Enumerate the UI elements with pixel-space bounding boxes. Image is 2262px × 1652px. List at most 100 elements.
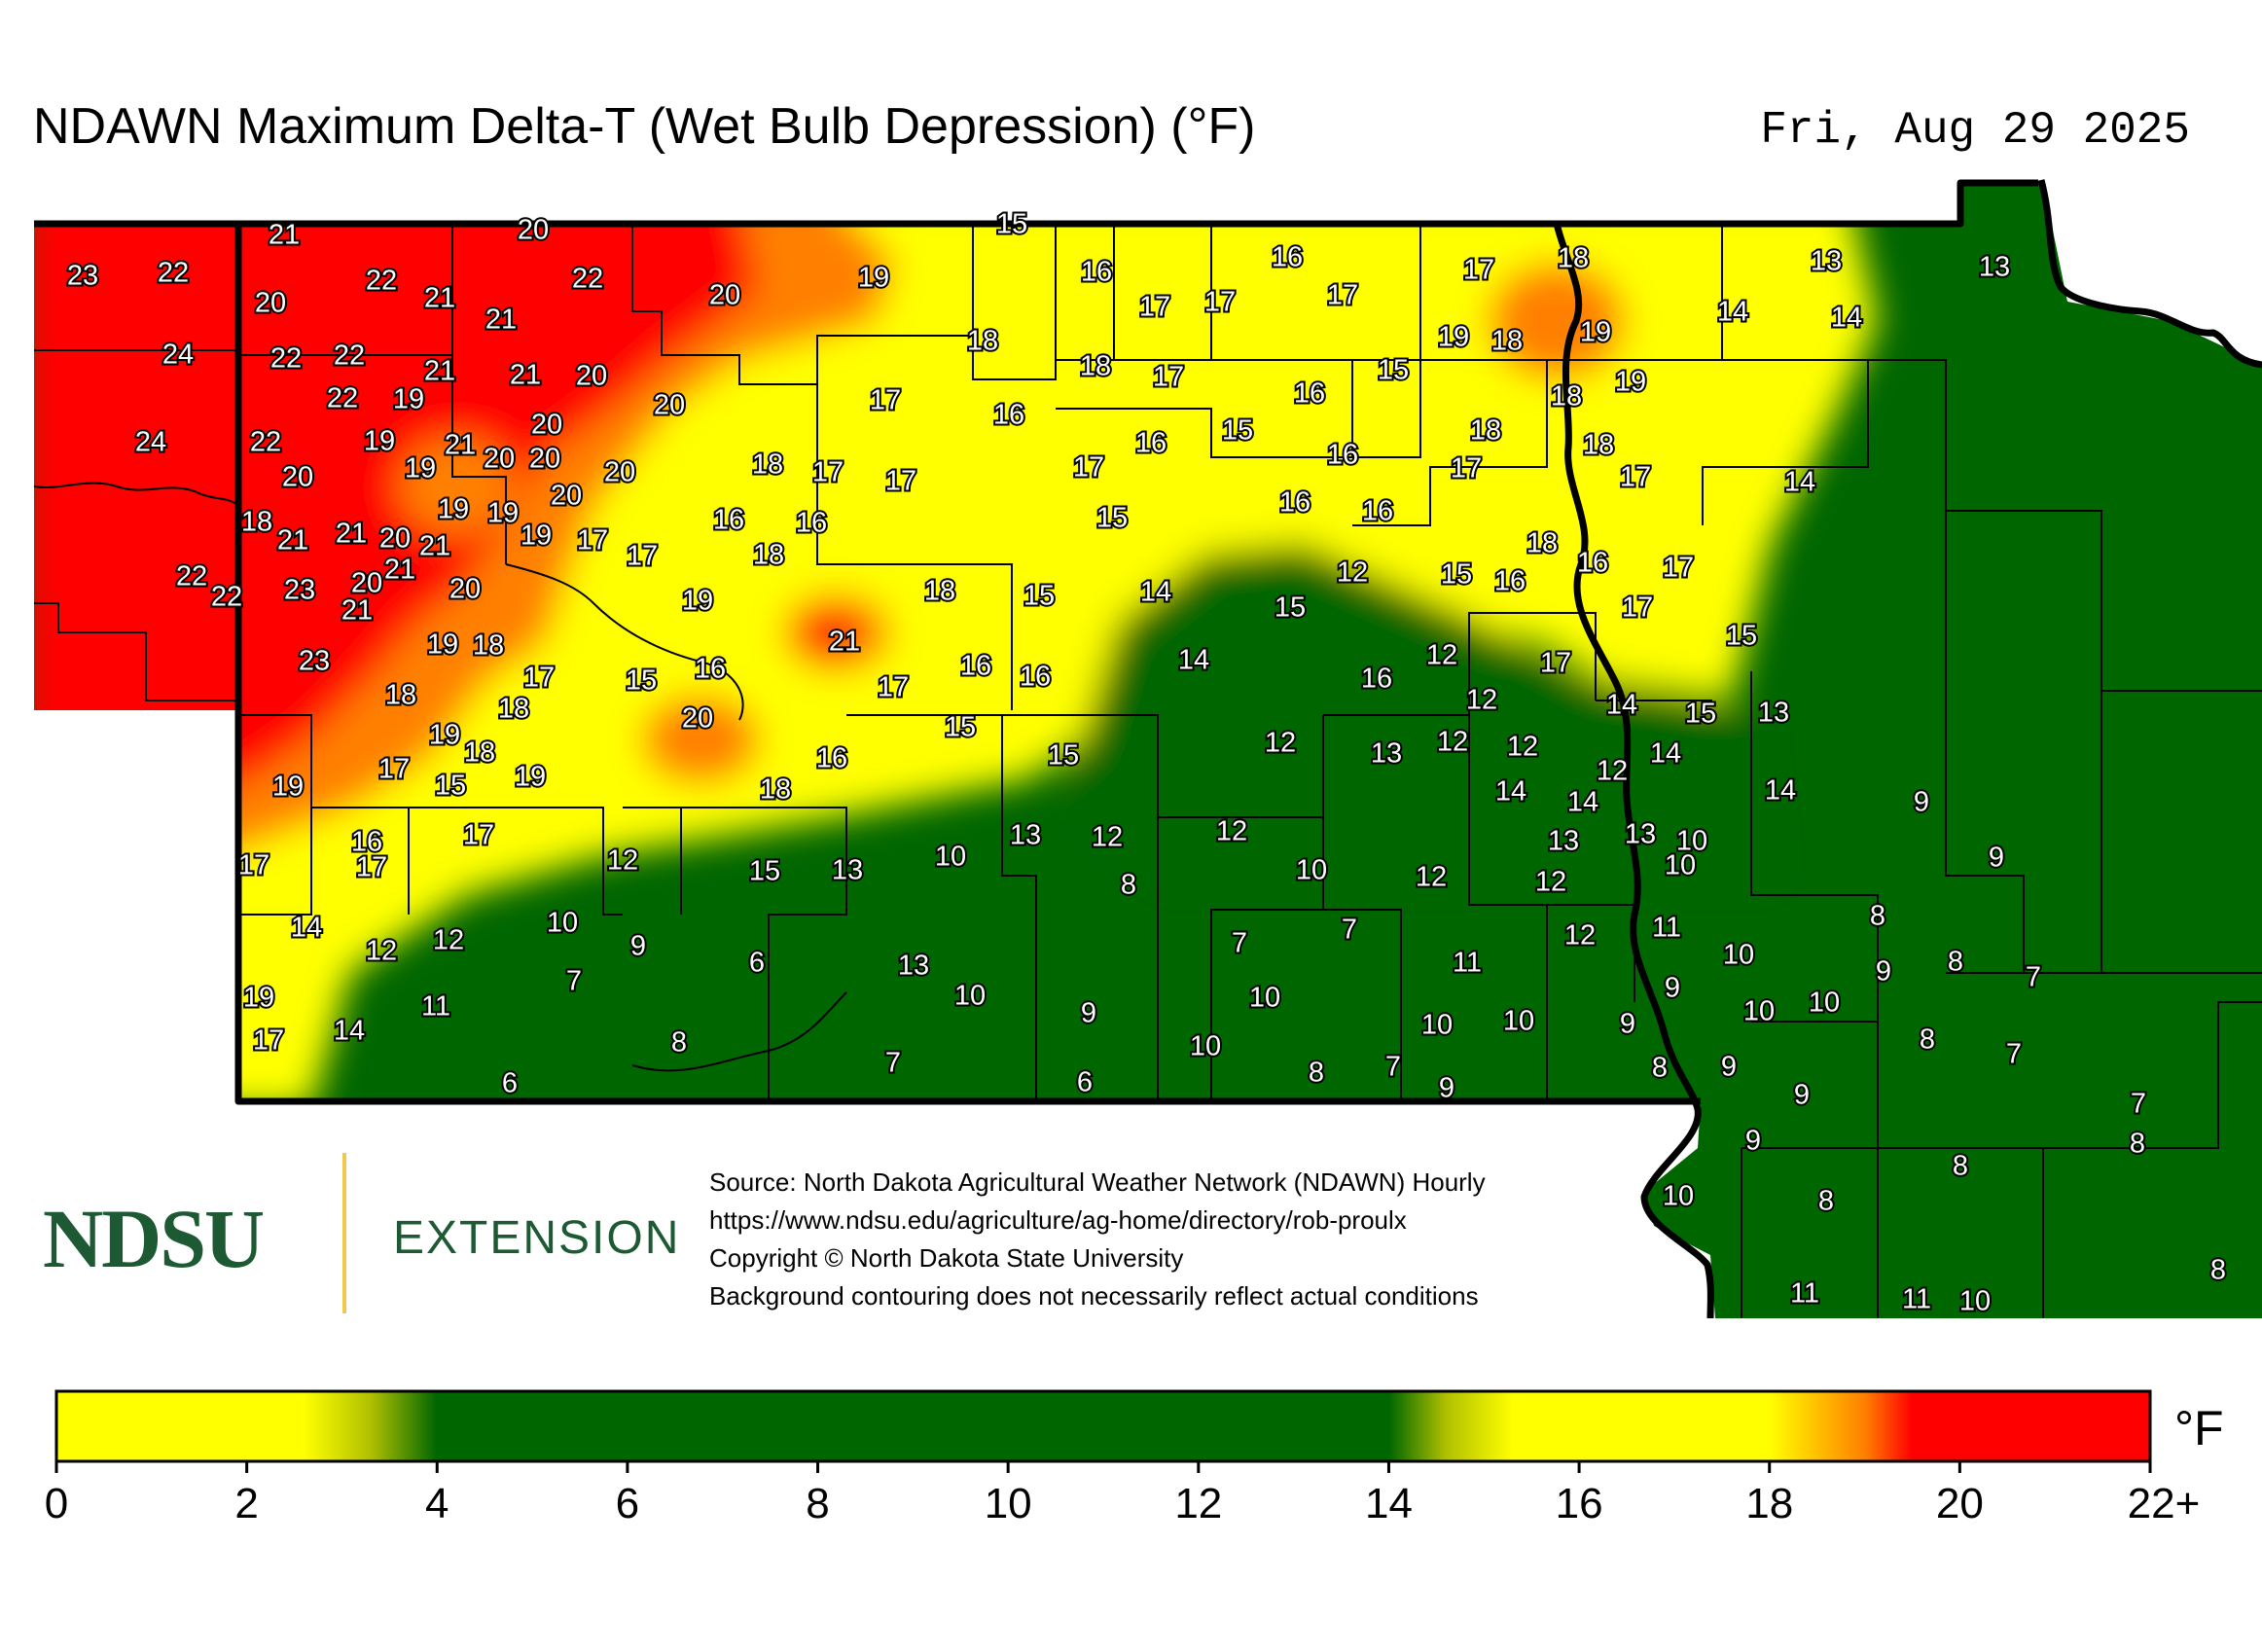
- station-value: 19: [521, 521, 552, 552]
- station-value: 8: [1870, 901, 1885, 932]
- station-value: 18: [967, 326, 998, 357]
- station-value: 12: [1437, 727, 1468, 758]
- station-value: 12: [1466, 685, 1497, 716]
- station-value: 21: [829, 627, 860, 658]
- station-value: 15: [1726, 621, 1757, 652]
- station-value: 9: [1721, 1052, 1737, 1083]
- legend-tick-label: 4: [425, 1480, 449, 1527]
- station-value: 10: [1665, 850, 1696, 881]
- logo-brand: NDSU: [43, 1192, 265, 1285]
- station-value: 18: [1491, 326, 1523, 357]
- station-value: 10: [1421, 1010, 1453, 1041]
- station-value: 9: [1876, 956, 1891, 988]
- station-value: 15: [945, 712, 976, 743]
- station-value: 7: [566, 966, 582, 997]
- station-value: 15: [1685, 699, 1716, 730]
- station-value: 21: [277, 525, 308, 557]
- station-value: 16: [1494, 566, 1526, 597]
- station-value: 14: [334, 1016, 365, 1047]
- info-line-url: https://www.ndsu.edu/agriculture/ag-home…: [709, 1205, 1407, 1235]
- red-river-line: [1553, 223, 1714, 1319]
- station-value: 9: [1794, 1080, 1810, 1111]
- station-value: 15: [749, 856, 780, 887]
- station-value: 21: [384, 555, 415, 586]
- station-value: 19: [243, 983, 274, 1014]
- station-value: 23: [67, 261, 98, 292]
- station-value: 8: [1309, 1058, 1324, 1089]
- station-value: 18: [1526, 528, 1558, 559]
- station-value: 20: [518, 215, 549, 246]
- station-value: 15: [1222, 415, 1253, 447]
- station-value: 14: [1606, 690, 1637, 721]
- station-value: 12: [1416, 862, 1447, 893]
- station-value: 22: [211, 582, 242, 613]
- station-value: 20: [531, 410, 562, 441]
- station-value: 7: [2131, 1089, 2146, 1120]
- station-value: 20: [255, 288, 286, 319]
- station-value: 7: [1342, 915, 1357, 946]
- station-value: 15: [1096, 503, 1128, 534]
- legend-tick-label: 20: [1936, 1480, 1984, 1527]
- station-value: 10: [954, 981, 986, 1012]
- station-value: 13: [1625, 819, 1656, 850]
- contour-background: [34, 183, 2262, 1318]
- station-value: 11: [421, 991, 450, 1023]
- station-value: 13: [832, 855, 863, 886]
- station-value: 16: [1020, 662, 1051, 693]
- station-value: 18: [1470, 415, 1501, 447]
- station-value: 10: [1249, 983, 1280, 1014]
- station-value: 23: [284, 575, 315, 606]
- station-value: 14: [1765, 775, 1796, 807]
- station-value: 11: [1652, 913, 1681, 944]
- legend-tick-label: 0: [45, 1480, 68, 1527]
- station-value: 20: [709, 280, 740, 311]
- station-value: 17: [1451, 453, 1482, 485]
- info-line-disclaimer: Background contouring does not necessari…: [709, 1281, 1479, 1311]
- station-value: 14: [1784, 467, 1815, 498]
- station-value: 16: [1362, 496, 1393, 527]
- station-value: 12: [1507, 732, 1538, 763]
- station-value: 6: [749, 948, 765, 979]
- station-value: 17: [577, 525, 608, 557]
- station-value: 21: [424, 283, 455, 314]
- station-value: 13: [1371, 738, 1402, 770]
- station-value: 12: [1337, 557, 1368, 589]
- station-value: 19: [438, 494, 469, 525]
- station-value: 17: [1073, 452, 1104, 484]
- station-value: 22: [366, 266, 397, 297]
- station-value: 16: [796, 508, 827, 539]
- station-value: 18: [241, 507, 272, 538]
- station-value: 8: [1953, 1151, 1968, 1182]
- station-value: 7: [885, 1048, 901, 1079]
- legend-colorbar: [54, 1389, 2152, 1463]
- station-value: 17: [1327, 280, 1358, 311]
- station-value: 9: [1081, 998, 1096, 1029]
- station-value: 9: [1745, 1126, 1761, 1157]
- station-value: 20: [604, 457, 635, 488]
- info-line-copyright: Copyright © North Dakota State Universit…: [709, 1243, 1184, 1273]
- station-value: 14: [1717, 297, 1748, 328]
- station-value: 9: [1620, 1009, 1635, 1040]
- station-value: 13: [1010, 820, 1041, 851]
- station-value: 8: [1121, 870, 1136, 901]
- station-value: 14: [1650, 738, 1681, 770]
- station-value: 19: [427, 629, 458, 661]
- station-value: 17: [885, 466, 916, 497]
- station-value: 8: [1818, 1186, 1834, 1217]
- station-value: 15: [1023, 581, 1055, 612]
- station-value: 16: [816, 743, 847, 774]
- station-value: 19: [1580, 317, 1611, 348]
- station-value: 22: [270, 343, 302, 375]
- station-value: 20: [529, 444, 560, 475]
- station-value: 20: [484, 444, 515, 475]
- station-value: 10: [1809, 988, 1840, 1019]
- station-value: 15: [435, 771, 466, 802]
- station-value: 13: [1758, 698, 1789, 729]
- station-value: 14: [1567, 787, 1598, 818]
- station-value: 10: [935, 842, 966, 873]
- station-value: 21: [419, 531, 450, 562]
- station-value: 9: [1914, 787, 1929, 818]
- station-value: 18: [498, 694, 529, 725]
- station-value: 19: [364, 426, 395, 457]
- station-value: 7: [2006, 1039, 2022, 1070]
